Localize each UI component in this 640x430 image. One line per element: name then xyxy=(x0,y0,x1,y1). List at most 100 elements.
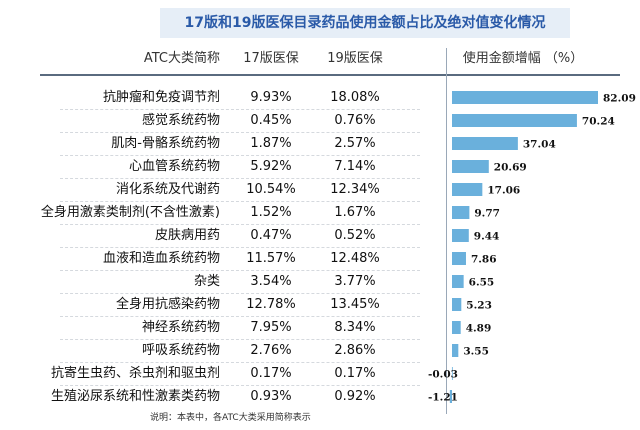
share-19-value: 0.76% xyxy=(334,113,376,128)
row-separator xyxy=(60,316,420,317)
atc-category-name: 皮肤病用药 xyxy=(154,228,220,243)
bar xyxy=(452,91,598,104)
share-17-value: 12.78% xyxy=(246,297,296,312)
atc-category-name: 消化系统及代谢药 xyxy=(115,182,220,197)
share-19-value: 2.57% xyxy=(334,136,376,151)
table-row: 呼吸系统药物 2.76% 2.86% xyxy=(0,339,640,362)
row-separator xyxy=(60,362,420,363)
table-row: 全身用抗感染药物 12.78% 13.45% xyxy=(0,293,640,316)
bar xyxy=(452,298,462,311)
bar-value-label: 70.24 xyxy=(582,116,615,128)
header-increase: 使用金额增幅 （%） xyxy=(462,51,584,66)
table-row: 心血管系统药物 5.92% 7.14% xyxy=(0,155,640,178)
share-17-value: 0.93% xyxy=(250,389,292,404)
atc-category-name: 抗肿瘤和免疫调节剂 xyxy=(102,90,220,105)
bar-value-label: 6.55 xyxy=(469,277,495,289)
share-17-value: 10.54% xyxy=(246,182,296,197)
atc-category-name: 抗寄生虫药、杀虫剂和驱虫剂 xyxy=(50,366,220,381)
table-row: 血液和造血系统药物 11.57% 12.48% xyxy=(0,247,640,270)
bar xyxy=(451,367,453,380)
share-19-value: 0.92% xyxy=(334,389,376,404)
row-separator xyxy=(60,132,420,133)
bar-value-label: 82.09 xyxy=(603,93,636,105)
header-divider xyxy=(40,74,620,76)
row-separator xyxy=(60,385,420,386)
bar xyxy=(452,114,577,127)
atc-category-name: 杂类 xyxy=(193,274,220,289)
atc-category-name: 肌肉-骨骼系统药物 xyxy=(111,136,220,151)
table-row: 肌肉-骨骼系统药物 1.87% 2.57% xyxy=(0,132,640,155)
bar xyxy=(452,252,466,265)
header-v19: 19版医保 xyxy=(327,51,383,66)
table-row: 神经系统药物 7.95% 8.34% xyxy=(0,316,640,339)
chart-title: 17版和19版医保目录药品使用金额占比及绝对值变化情况 xyxy=(160,8,570,38)
share-19-value: 3.77% xyxy=(334,274,376,289)
bar-value-label: 9.44 xyxy=(474,231,500,243)
bar xyxy=(452,344,459,357)
header-v17: 17版医保 xyxy=(243,51,299,66)
bar-value-label: -1.21 xyxy=(428,392,458,404)
table-row: 生殖泌尿系统和性激素类药物 0.93% 0.92% xyxy=(0,385,640,408)
row-separator xyxy=(60,109,420,110)
table-row: 感觉系统药物 0.45% 0.76% xyxy=(0,109,640,132)
bar-value-label: 4.89 xyxy=(466,323,492,335)
bar xyxy=(449,390,452,403)
share-17-value: 9.93% xyxy=(250,90,292,105)
share-17-value: 0.17% xyxy=(250,366,292,381)
bar-value-label: 7.86 xyxy=(471,254,497,266)
row-separator xyxy=(60,247,420,248)
bar xyxy=(452,183,483,196)
bar xyxy=(452,160,489,173)
share-19-value: 0.17% xyxy=(334,366,376,381)
share-17-value: 3.54% xyxy=(250,274,292,289)
bar-value-label: 17.06 xyxy=(487,185,520,197)
bar xyxy=(452,321,461,334)
share-19-value: 8.34% xyxy=(334,320,376,335)
share-17-value: 1.87% xyxy=(250,136,292,151)
row-separator xyxy=(60,293,420,294)
atc-category-name: 全身用抗感染药物 xyxy=(115,297,220,312)
share-19-value: 0.52% xyxy=(334,228,376,243)
bar xyxy=(452,206,470,219)
atc-category-name: 感觉系统药物 xyxy=(141,113,220,128)
row-separator xyxy=(60,224,420,225)
bar xyxy=(452,229,469,242)
footnote: 说明：本表中，各ATC大类采用简称表示 xyxy=(150,413,311,423)
share-17-value: 7.95% xyxy=(250,320,292,335)
atc-category-name: 生殖泌尿系统和性激素类药物 xyxy=(50,389,220,404)
bar-value-label: 20.69 xyxy=(494,162,527,174)
share-17-value: 5.92% xyxy=(250,159,292,174)
share-17-value: 11.57% xyxy=(246,251,296,266)
share-17-value: 0.45% xyxy=(250,113,292,128)
bar-value-label: -0.03 xyxy=(428,369,458,381)
table-row: 杂类 3.54% 3.77% xyxy=(0,270,640,293)
bar-value-label: 3.55 xyxy=(463,346,489,358)
atc-category-name: 神经系统药物 xyxy=(141,320,220,335)
bar-value-label: 9.77 xyxy=(474,208,500,220)
share-19-value: 13.45% xyxy=(330,297,380,312)
share-19-value: 12.34% xyxy=(330,182,380,197)
atc-category-name: 血液和造血系统药物 xyxy=(102,251,220,266)
share-17-value: 0.47% xyxy=(250,228,292,243)
table-row: 抗寄生虫药、杀虫剂和驱虫剂 0.17% 0.17% xyxy=(0,362,640,385)
bar xyxy=(452,275,464,288)
row-separator xyxy=(60,155,420,156)
share-19-value: 12.48% xyxy=(330,251,380,266)
table-row: 全身用激素类制剂(不含性激素) 1.52% 1.67% xyxy=(0,201,640,224)
atc-category-name: 心血管系统药物 xyxy=(128,159,220,174)
atc-category-name: 全身用激素类制剂(不含性激素) xyxy=(40,205,220,220)
atc-category-name: 呼吸系统药物 xyxy=(141,343,220,358)
bar-value-label: 5.23 xyxy=(466,300,492,312)
row-separator xyxy=(60,339,420,340)
share-17-value: 2.76% xyxy=(250,343,292,358)
share-19-value: 1.67% xyxy=(334,205,376,220)
share-19-value: 18.08% xyxy=(330,90,380,105)
share-17-value: 1.52% xyxy=(250,205,292,220)
bar xyxy=(452,137,518,150)
table-row: 抗肿瘤和免疫调节剂 9.93% 18.08% xyxy=(0,86,640,109)
column-divider xyxy=(446,48,447,414)
table-row: 皮肤病用药 0.47% 0.52% xyxy=(0,224,640,247)
row-separator xyxy=(60,270,420,271)
share-19-value: 2.86% xyxy=(334,343,376,358)
